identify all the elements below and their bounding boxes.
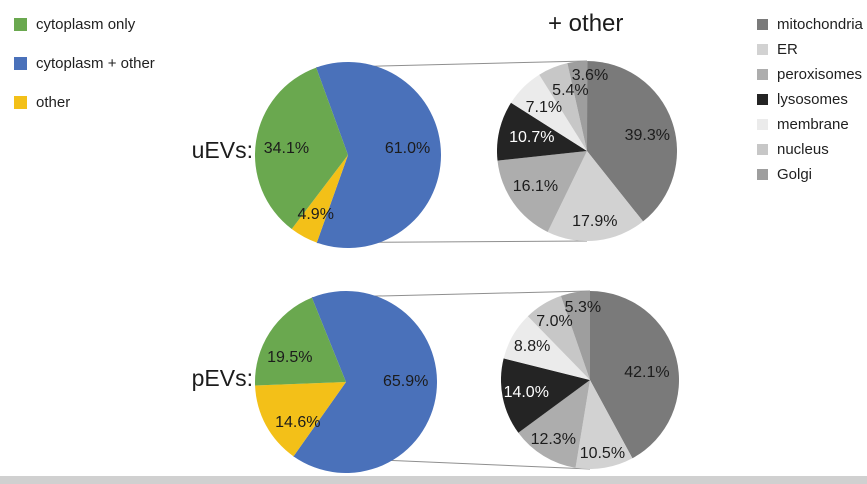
pie-pevs-other-breakdown: 42.1% 10.5% 12.3% 14.0% 8.8% 7.0% 5.3% xyxy=(501,291,679,469)
pie-label-er: 10.5% xyxy=(579,444,626,462)
pie-label-cytoplasm-only: 34.1% xyxy=(263,139,310,157)
pie-label-golgi: 5.3% xyxy=(564,299,602,317)
legend-label-nucleus: nucleus xyxy=(777,141,829,158)
pie-label-nucleus: 5.4% xyxy=(552,81,589,99)
pie-slice-lysosomes xyxy=(501,358,590,433)
legend-item-er: ER xyxy=(757,40,863,59)
pie-label-peroxisomes: 12.3% xyxy=(530,430,576,448)
pie-label-lysosomes: 14.0% xyxy=(503,383,549,401)
pie-label-cytoplasm-other: 65.9% xyxy=(382,372,429,390)
legend-label-golgi: Golgi xyxy=(777,166,813,183)
legend-label-cytoplasm-other: cytoplasm + other xyxy=(36,55,155,72)
pie-svg-pevs-localization xyxy=(255,291,437,473)
legend-label-mitochondria: mitochondria xyxy=(777,16,863,33)
pie-svg-pevs-other-breakdown xyxy=(501,291,679,469)
pie-label-other: 14.6% xyxy=(275,413,321,431)
row-label-uevs: uEVs: xyxy=(191,137,253,163)
row-label-pevs: pEVs: xyxy=(191,365,253,391)
pie-label-other: 4.9% xyxy=(297,205,334,223)
legend-label-er: ER xyxy=(777,41,798,58)
pie-slice-cytoplasm-other xyxy=(316,62,441,248)
legend-item-mitochondria: mitochondria xyxy=(757,15,863,34)
pie-slice-peroxisomes xyxy=(518,380,590,468)
legend-swatch-peroxisomes xyxy=(757,69,768,80)
secondary-pie-title: + other xyxy=(548,10,624,37)
legend-swatch-other xyxy=(14,96,27,109)
legend-item-other: other xyxy=(14,92,155,113)
legend-swatch-cytoplasm-other xyxy=(14,57,27,70)
legend-swatch-lysosomes xyxy=(757,94,768,105)
pie-label-cytoplasm-other: 61.0% xyxy=(384,139,431,157)
pie-label-mitochondria: 39.3% xyxy=(624,126,670,144)
pie-svg-uevs-localization xyxy=(255,62,441,248)
legend-swatch-cytoplasm-only xyxy=(14,18,27,31)
legend-item-cytoplasm-only: cytoplasm only xyxy=(14,14,155,35)
legend-label-lysosomes: lysosomes xyxy=(777,91,848,108)
pie-slice-golgi xyxy=(560,291,590,380)
bottom-edge-strip xyxy=(0,476,867,484)
legend-swatch-mitochondria xyxy=(757,19,768,30)
pie-slice-lysosomes xyxy=(497,102,587,161)
legend-localization: cytoplasm only cytoplasm + other other xyxy=(14,14,155,131)
pie-label-golgi: 3.6% xyxy=(571,66,609,84)
legend-item-membrane: membrane xyxy=(757,115,863,134)
pie-label-lysosomes: 10.7% xyxy=(509,129,555,147)
legend-item-lysosomes: lysosomes xyxy=(757,90,863,109)
pie-slice-cytoplasm-only xyxy=(255,67,348,230)
pie-svg-uevs-other-breakdown xyxy=(497,61,677,241)
legend-item-cytoplasm-other: cytoplasm + other xyxy=(14,53,155,74)
pie-slice-peroxisomes xyxy=(497,151,587,232)
pie-slice-cytoplasm-other xyxy=(293,291,437,473)
pie-label-membrane: 8.8% xyxy=(513,337,551,355)
legend-label-membrane: membrane xyxy=(777,116,849,133)
pie-uevs-other-breakdown: 39.3% 17.9% 16.1% 10.7% 7.1% 5.4% 3.6% xyxy=(497,61,677,241)
pie-label-membrane: 7.1% xyxy=(525,98,563,116)
pie-label-nucleus: 7.0% xyxy=(536,313,573,331)
pie-pevs-localization: 65.9% 14.6% 19.5% xyxy=(255,291,437,473)
pie-slice-er xyxy=(547,151,644,241)
legend-label-other: other xyxy=(36,94,71,111)
legend-item-peroxisomes: peroxisomes xyxy=(757,65,863,84)
pie-slice-mitochondria xyxy=(590,291,679,459)
pie-label-cytoplasm-only: 19.5% xyxy=(267,348,313,366)
pie-label-peroxisomes: 16.1% xyxy=(512,178,559,196)
legend-item-golgi: Golgi xyxy=(757,165,863,184)
pie-slice-other xyxy=(291,155,348,243)
legend-swatch-membrane xyxy=(757,119,768,130)
legend-label-peroxisomes: peroxisomes xyxy=(777,66,863,83)
pie-slice-membrane xyxy=(503,316,590,380)
pie-slice-er xyxy=(575,380,633,469)
pie-slice-other xyxy=(255,382,346,457)
pie-uevs-localization: 61.0% 4.9% 34.1% xyxy=(255,62,441,248)
pie-slice-nucleus xyxy=(539,63,587,151)
legend-swatch-nucleus xyxy=(757,144,768,155)
pie-slice-mitochondria xyxy=(587,61,677,222)
pie-slice-golgi xyxy=(567,61,588,151)
legend-item-nucleus: nucleus xyxy=(757,140,863,159)
pie-slice-nucleus xyxy=(527,295,590,380)
pie-label-er: 17.9% xyxy=(572,212,618,230)
legend-organelles: mitochondria ER peroxisomes lysosomes me… xyxy=(757,15,863,190)
pie-label-mitochondria: 42.1% xyxy=(624,363,670,381)
pie-slice-membrane xyxy=(511,74,587,151)
legend-swatch-golgi xyxy=(757,169,768,180)
pie-slice-cytoplasm-only xyxy=(255,297,346,386)
legend-label-cytoplasm-only: cytoplasm only xyxy=(36,16,136,33)
legend-swatch-er xyxy=(757,44,768,55)
